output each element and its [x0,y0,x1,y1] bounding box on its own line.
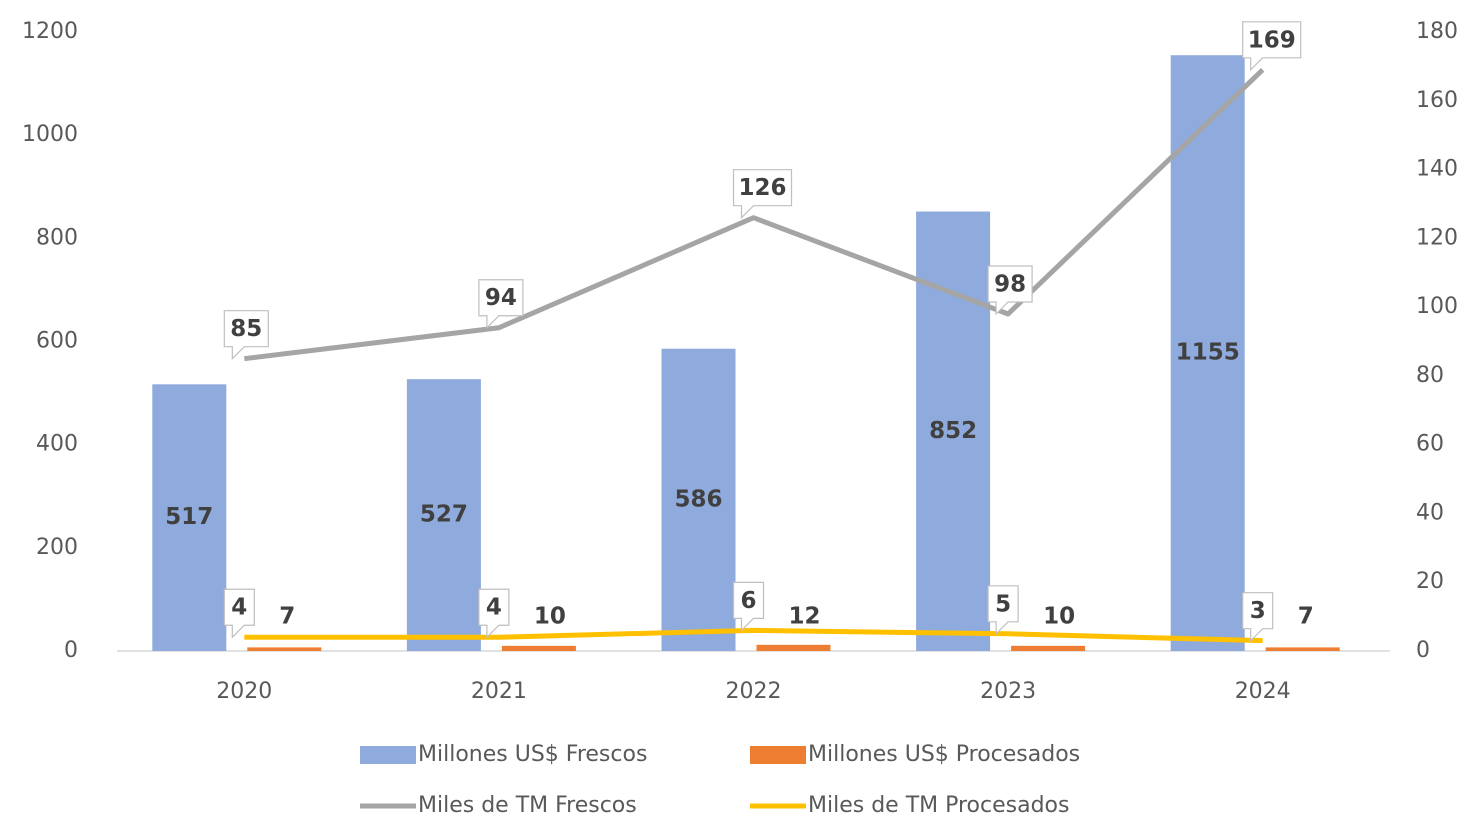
data-label: 586 [674,486,722,512]
bar [501,645,576,651]
y-tick-label: 400 [36,432,78,457]
legend-swatch [360,746,416,764]
y2-tick-label: 80 [1416,363,1444,388]
data-label: 1155 [1176,340,1240,366]
callout [732,581,765,632]
bar [1265,647,1340,651]
data-label: 7 [1298,604,1314,630]
legend-label: Miles de TM Procesados [808,793,1069,818]
callout [223,310,269,361]
line [243,68,1265,362]
x-tick-label: 2023 [980,679,1036,704]
bar [1170,55,1245,651]
y-tick-label: 0 [64,638,78,663]
bar [247,647,322,651]
callout [1242,21,1302,72]
bar [661,348,736,651]
data-label: 852 [929,418,977,444]
data-label: 527 [420,502,468,528]
y-tick-label: 600 [36,329,78,354]
data-label: 5 [995,591,1011,617]
bar [756,644,831,651]
y2-tick-label: 60 [1416,432,1444,457]
data-label: 6 [740,588,756,614]
x-tick-label: 2021 [471,679,527,704]
line [244,627,1263,644]
callout [478,588,510,639]
bar [1011,645,1086,651]
x-tick-label: 2024 [1235,679,1291,704]
y2-tick-label: 20 [1416,569,1444,594]
y2-tick-label: 100 [1416,294,1458,319]
y2-tick-label: 0 [1416,638,1430,663]
bar [406,379,481,651]
y2-tick-label: 40 [1416,500,1444,525]
data-label: 3 [1250,598,1266,624]
legend-label: Millones US$ Procesados [808,742,1080,767]
callout [987,585,1019,636]
y2-tick-label: 140 [1416,157,1458,182]
bar [152,384,227,651]
data-label: 169 [1248,27,1296,53]
callout [223,588,255,639]
callout [987,265,1033,316]
legend-swatch [750,746,806,764]
legend-label: Millones US$ Frescos [418,742,647,767]
data-label: 10 [534,604,566,630]
data-label: 126 [738,175,786,201]
x-tick-label: 2020 [216,679,272,704]
data-label: 12 [789,604,821,630]
callout [1242,592,1274,643]
y-tick-label: 800 [36,225,78,250]
data-label: 94 [485,285,517,311]
callout [732,169,793,220]
data-label: 98 [994,271,1026,297]
y-tick-label: 1200 [22,19,78,44]
y2-tick-label: 120 [1416,225,1458,250]
y2-tick-label: 160 [1416,88,1458,113]
data-label: 4 [231,595,247,621]
data-label: 517 [165,504,213,530]
x-tick-label: 2022 [726,679,782,704]
y-tick-label: 1000 [22,122,78,147]
legend-label: Miles de TM Frescos [418,793,637,818]
y2-tick-label: 180 [1416,19,1458,44]
data-label: 7 [279,604,295,630]
callout [478,279,524,330]
data-label: 10 [1043,604,1075,630]
y-tick-label: 200 [36,535,78,560]
data-label: 4 [486,595,502,621]
data-label: 85 [230,316,262,342]
